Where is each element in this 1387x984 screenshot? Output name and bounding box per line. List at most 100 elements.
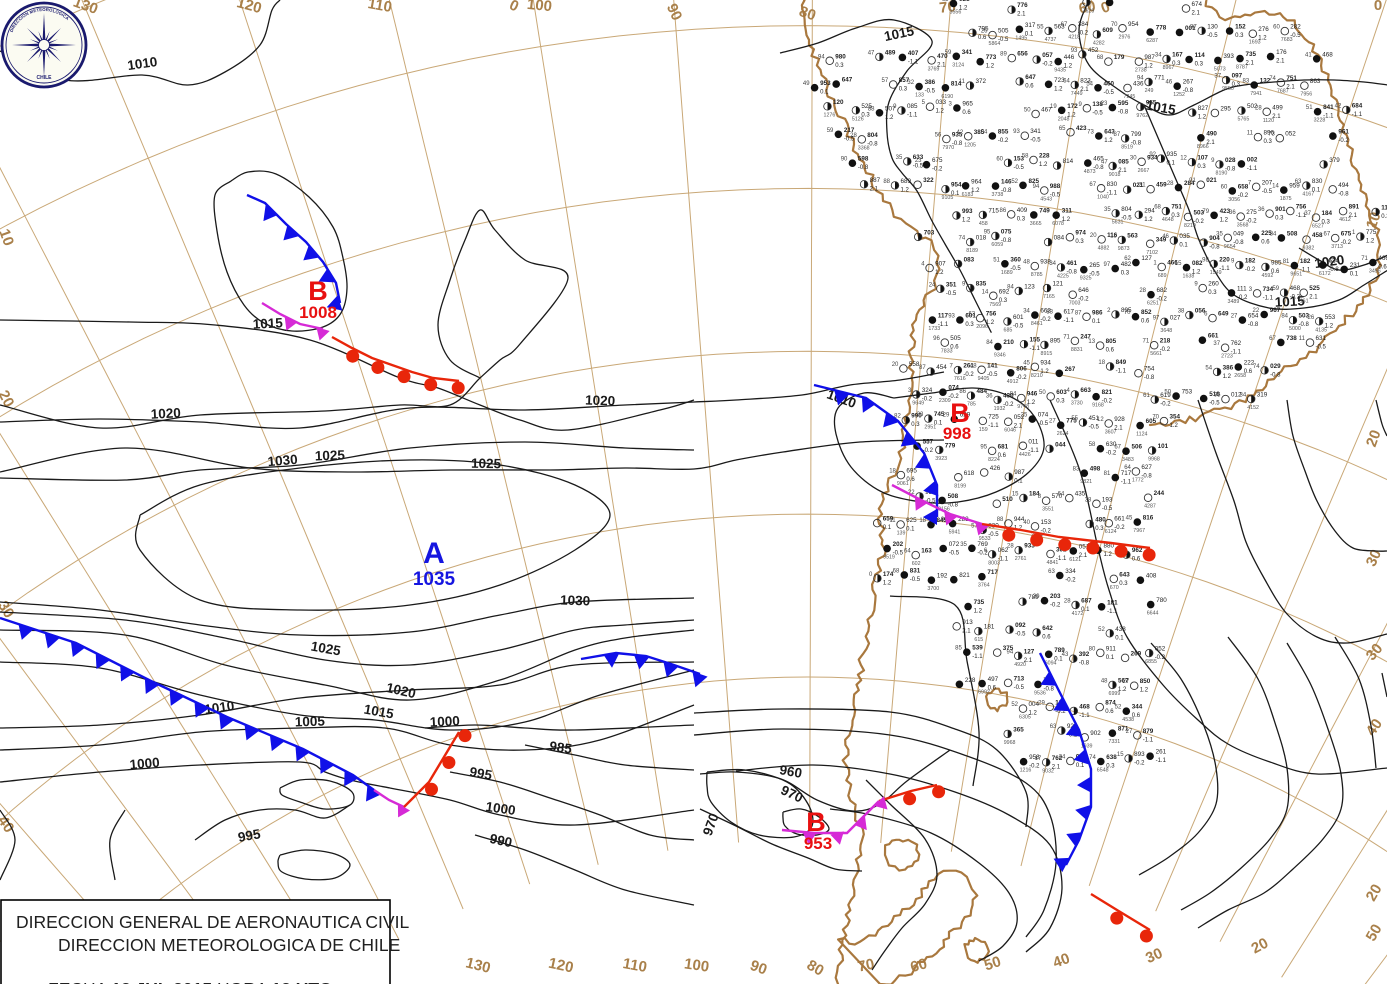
svg-text:12: 12: [1097, 417, 1104, 423]
svg-text:494: 494: [1338, 182, 1349, 189]
svg-text:3730: 3730: [1071, 400, 1083, 406]
svg-text:6124: 6124: [1105, 529, 1117, 535]
svg-text:181: 181: [984, 624, 995, 631]
svg-text:334: 334: [1065, 568, 1076, 575]
svg-text:52: 52: [1011, 179, 1018, 185]
svg-text:-1.1: -1.1: [1263, 295, 1274, 301]
svg-text:27: 27: [1123, 679, 1130, 685]
svg-text:715: 715: [988, 207, 999, 214]
svg-text:1.2: 1.2: [901, 187, 910, 193]
svg-text:057: 057: [1042, 52, 1053, 59]
svg-text:821: 821: [959, 572, 970, 579]
svg-text:36: 36: [986, 393, 993, 399]
svg-text:28: 28: [1255, 105, 1262, 111]
svg-text:687: 687: [1081, 598, 1092, 605]
svg-text:341: 341: [1030, 128, 1041, 135]
svg-text:5000: 5000: [1289, 326, 1301, 332]
svg-text:7165: 7165: [1043, 294, 1055, 300]
svg-text:-0.5: -0.5: [1104, 90, 1115, 96]
svg-text:-1.1: -1.1: [988, 423, 999, 429]
svg-text:8519: 8519: [1121, 144, 1133, 150]
svg-text:12: 12: [1180, 156, 1187, 162]
svg-text:87: 87: [1075, 310, 1082, 316]
svg-text:-0.2: -0.2: [998, 138, 1009, 144]
svg-text:458: 458: [979, 221, 988, 227]
svg-text:9873: 9873: [1118, 246, 1130, 252]
svg-text:-1.1: -1.1: [907, 113, 918, 119]
svg-text:51: 51: [993, 257, 1000, 263]
svg-text:506: 506: [1132, 444, 1143, 451]
svg-text:656: 656: [1017, 51, 1028, 58]
svg-text:830: 830: [1107, 181, 1118, 188]
svg-text:6287: 6287: [1146, 38, 1158, 44]
svg-text:50: 50: [1164, 390, 1171, 396]
svg-text:267: 267: [1183, 79, 1194, 86]
svg-text:407: 407: [908, 50, 919, 57]
svg-text:9968: 9968: [1004, 740, 1016, 746]
svg-text:-0.8: -0.8: [1270, 372, 1281, 378]
svg-text:-0.5: -0.5: [1038, 421, 1049, 427]
svg-text:1.2: 1.2: [1039, 162, 1048, 168]
svg-text:751: 751: [1171, 204, 1182, 211]
svg-text:631: 631: [1316, 335, 1327, 342]
svg-text:6548: 6548: [1097, 768, 1109, 774]
svg-text:461: 461: [1067, 260, 1078, 267]
svg-text:805: 805: [1106, 338, 1117, 345]
svg-text:6121: 6121: [1069, 557, 1081, 563]
svg-text:56: 56: [935, 133, 942, 139]
svg-text:033: 033: [936, 99, 947, 106]
svg-text:97: 97: [1153, 315, 1160, 321]
svg-text:779: 779: [945, 442, 956, 449]
svg-text:9168: 9168: [1092, 403, 1104, 409]
svg-text:26: 26: [1308, 315, 1315, 321]
svg-text:751: 751: [1286, 75, 1297, 82]
svg-text:0.3: 0.3: [911, 422, 920, 428]
svg-text:2761: 2761: [1015, 556, 1027, 562]
svg-text:35: 35: [960, 542, 967, 548]
svg-text:-0.5: -0.5: [1092, 110, 1103, 116]
svg-text:953: 953: [804, 834, 832, 853]
svg-text:94: 94: [1033, 184, 1040, 190]
svg-text:1008: 1008: [299, 303, 337, 322]
svg-text:2.1: 2.1: [1309, 295, 1318, 301]
svg-text:769: 769: [977, 541, 988, 548]
svg-text:011: 011: [1028, 438, 1039, 445]
svg-text:7687: 7687: [1277, 89, 1289, 95]
svg-text:-1.1: -1.1: [1143, 737, 1154, 743]
svg-text:1.2: 1.2: [1220, 217, 1229, 223]
svg-text:9762: 9762: [1136, 113, 1148, 119]
svg-text:27: 27: [1126, 729, 1133, 735]
svg-text:0.3: 0.3: [965, 322, 974, 328]
svg-text:3665: 3665: [1030, 221, 1042, 227]
svg-text:83: 83: [1046, 310, 1053, 316]
svg-text:179: 179: [1114, 54, 1125, 61]
svg-text:5941: 5941: [949, 530, 961, 536]
svg-text:B: B: [806, 807, 826, 837]
svg-text:344: 344: [1132, 704, 1143, 711]
svg-text:0.1: 0.1: [1106, 655, 1115, 661]
svg-text:4592: 4592: [1262, 273, 1274, 279]
svg-text:771: 771: [1154, 75, 1165, 82]
svg-text:0.3: 0.3: [1119, 581, 1128, 587]
svg-text:4172: 4172: [1072, 611, 1084, 617]
svg-text:0.3: 0.3: [1208, 290, 1217, 296]
svg-text:8967: 8967: [1163, 65, 1175, 71]
svg-text:3124: 3124: [952, 62, 964, 68]
svg-text:74: 74: [1253, 364, 1260, 370]
svg-text:092: 092: [1015, 622, 1026, 629]
svg-text:70: 70: [1111, 22, 1118, 28]
svg-text:458: 458: [1312, 232, 1323, 239]
svg-text:CHILE: CHILE: [37, 75, 53, 81]
svg-text:275: 275: [1246, 209, 1257, 216]
svg-text:776: 776: [1017, 2, 1028, 9]
svg-text:-0.2: -0.2: [1134, 760, 1145, 766]
svg-text:127: 127: [1141, 255, 1152, 262]
svg-text:816: 816: [1143, 515, 1154, 522]
svg-text:2309: 2309: [939, 398, 951, 404]
svg-text:84: 84: [1281, 314, 1288, 320]
svg-text:6855: 6855: [1145, 659, 1157, 665]
svg-text:202: 202: [893, 541, 904, 548]
svg-text:267: 267: [1065, 366, 1076, 373]
svg-text:021: 021: [959, 0, 970, 3]
svg-text:085: 085: [1118, 159, 1129, 166]
